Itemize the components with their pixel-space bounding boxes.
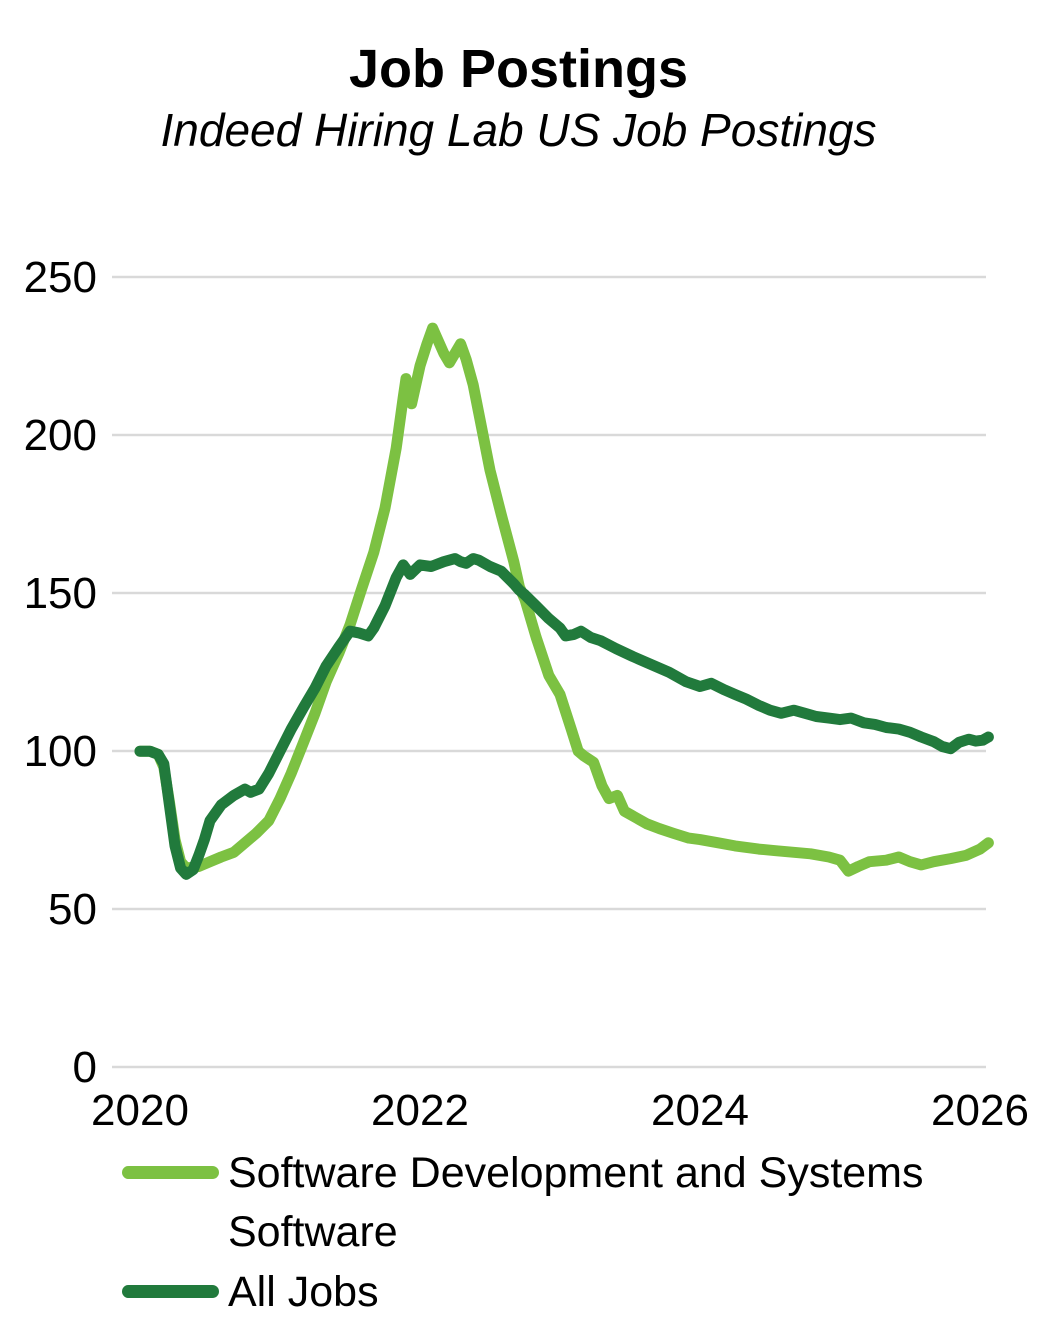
legend-label-all-jobs: All Jobs <box>228 1267 379 1316</box>
software-development-line <box>134 322 994 877</box>
all-jobs-line <box>134 553 994 880</box>
y-axis-labels: 250 200 150 100 50 0 <box>24 253 97 1092</box>
page-subtitle: Indeed Hiring Lab US Job Postings <box>160 104 877 156</box>
y-tick-50: 50 <box>48 885 97 934</box>
y-tick-0: 0 <box>73 1043 97 1092</box>
legend-item-all-jobs: All Jobs <box>122 1263 982 1322</box>
all-jobs-swatch <box>122 1284 219 1298</box>
y-tick-200: 200 <box>24 411 97 460</box>
x-tick-2020: 2020 <box>91 1086 189 1135</box>
gridlines <box>112 275 986 1069</box>
legend-item-software: Software Development and Systems Softwar… <box>122 1144 982 1263</box>
x-axis-labels: 2020 2022 2024 2026 <box>91 1086 1029 1135</box>
page-title: Job Postings <box>348 39 689 99</box>
legend: Software Development and Systems Softwar… <box>122 1144 982 1322</box>
legend-label-software: Software Development and Systems Softwar… <box>228 1149 924 1257</box>
x-tick-2024: 2024 <box>651 1086 749 1135</box>
software-development-swatch <box>122 1166 219 1179</box>
x-tick-2022: 2022 <box>371 1086 469 1135</box>
y-tick-100: 100 <box>24 727 97 776</box>
y-tick-250: 250 <box>24 253 97 302</box>
x-tick-2026: 2026 <box>931 1086 1029 1135</box>
series-lines <box>134 322 994 880</box>
y-tick-150: 150 <box>24 569 97 618</box>
